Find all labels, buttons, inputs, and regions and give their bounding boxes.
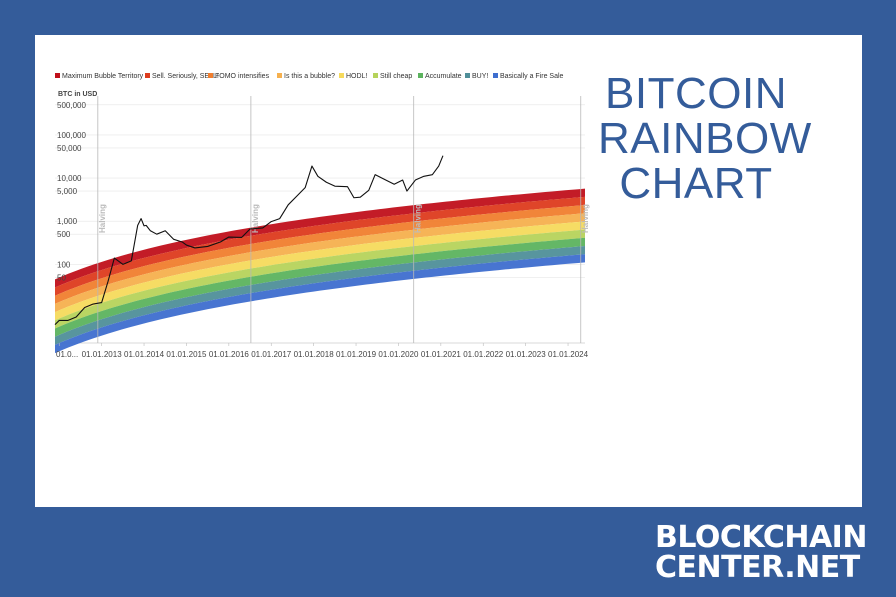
legend-label-3: Is this a bubble?	[284, 73, 335, 80]
halving-label-2: Halving	[414, 204, 423, 233]
halving-label-3: Halving	[581, 204, 590, 233]
x-tick-label-4: 01.01.2016	[209, 350, 250, 359]
legend-swatch-3	[277, 73, 282, 78]
legend-label-2: FOMO intensifies	[215, 73, 270, 80]
y-tick-label-0: 500,000	[57, 101, 86, 110]
legend-swatch-7	[465, 73, 470, 78]
band-4	[55, 221, 585, 321]
x-tick-label-7: 01.01.2019	[336, 350, 377, 359]
brand-line-2: CENTER.NET	[655, 550, 860, 585]
price-series	[54, 155, 444, 326]
legend-swatch-4	[339, 73, 344, 78]
brand-line-1: BLOCKCHAIN	[655, 520, 867, 555]
x-tick-label-9: 01.01.2021	[421, 350, 462, 359]
y-tick-label-7: 100	[57, 260, 71, 269]
legend-label-7: BUY!	[472, 73, 488, 80]
x-tick-label-12: 01.01.2024	[548, 350, 589, 359]
y-tick-label-1: 100,000	[57, 131, 86, 140]
band-5	[55, 229, 585, 329]
legend-label-4: HODL!	[346, 73, 367, 80]
band-2	[55, 205, 585, 304]
x-tick-label-5: 01.01.2017	[251, 350, 292, 359]
legend-label-5: Still cheap	[380, 73, 412, 80]
halving-label-0: Halving	[98, 204, 107, 233]
title-line-2: RAINBOW	[598, 114, 812, 163]
band-0	[55, 188, 585, 288]
y-tick-label-5: 1,000	[57, 217, 78, 226]
band-1	[55, 196, 585, 296]
legend-label-8: Basically a Fire Sale	[500, 73, 564, 80]
legend-swatch-5	[373, 73, 378, 78]
rainbow-chart: Maximum Bubble Territory Sell. Seriously,…	[54, 73, 590, 359]
x-tick-label-8: 01.01.2020	[378, 350, 419, 359]
y-tick-label-3: 10,000	[57, 174, 82, 183]
band-3	[55, 213, 585, 313]
brand-logo: BLOCKCHAIN CENTER.NET	[655, 520, 867, 585]
x-tick-label-3: 01.01.2015	[166, 350, 207, 359]
legend-label-0: Maximum Bubble Territory	[62, 73, 144, 80]
x-tick-label-2: 01.01.2014	[124, 350, 165, 359]
x-tick-label-10: 01.01.2022	[463, 350, 504, 359]
band-7	[55, 245, 585, 345]
legend-swatch-8	[493, 73, 498, 78]
x-tick-label-6: 01.01.2018	[294, 350, 335, 359]
x-ticks: 01.0... 01.01.2013 01.01.2014 01.01.2015 01.…	[56, 343, 589, 359]
legend-label-1: Sell. Seriously, SELL!	[152, 73, 219, 80]
y-tick-label-6: 500	[57, 230, 71, 239]
halving-label-1: Halving	[251, 204, 260, 233]
legend-swatch-2	[208, 73, 213, 78]
y-tick-label-8: 50	[57, 273, 66, 282]
x-tick-label-1: 01.01.2013	[82, 350, 123, 359]
halving-markers: Halving Halving Halving Halving	[97, 96, 590, 343]
y-tick-label-2: 50,000	[57, 144, 82, 153]
band-6	[55, 237, 585, 337]
legend-label-6: Accumulate	[425, 73, 462, 80]
title-line-3: CHART	[619, 159, 773, 208]
legend: Maximum Bubble Territory Sell. Seriously,…	[55, 73, 564, 80]
legend-swatch-6	[418, 73, 423, 78]
rainbow-bands	[55, 188, 585, 354]
y-axis-label: BTC in USD	[58, 91, 97, 98]
x-tick-label-0: 01.0...	[56, 350, 78, 359]
y-tick-label-4: 5,000	[57, 187, 78, 196]
x-tick-label-11: 01.01.2023	[506, 350, 547, 359]
legend-swatch-1	[145, 73, 150, 78]
title-line-1: BITCOIN	[605, 69, 787, 118]
band-8	[55, 254, 585, 354]
y-ticks: 500,000 100,000 50,000 10,000 5,000 1,000 500 1…	[57, 101, 86, 283]
legend-swatch-0	[55, 73, 60, 78]
price-line	[54, 155, 444, 326]
